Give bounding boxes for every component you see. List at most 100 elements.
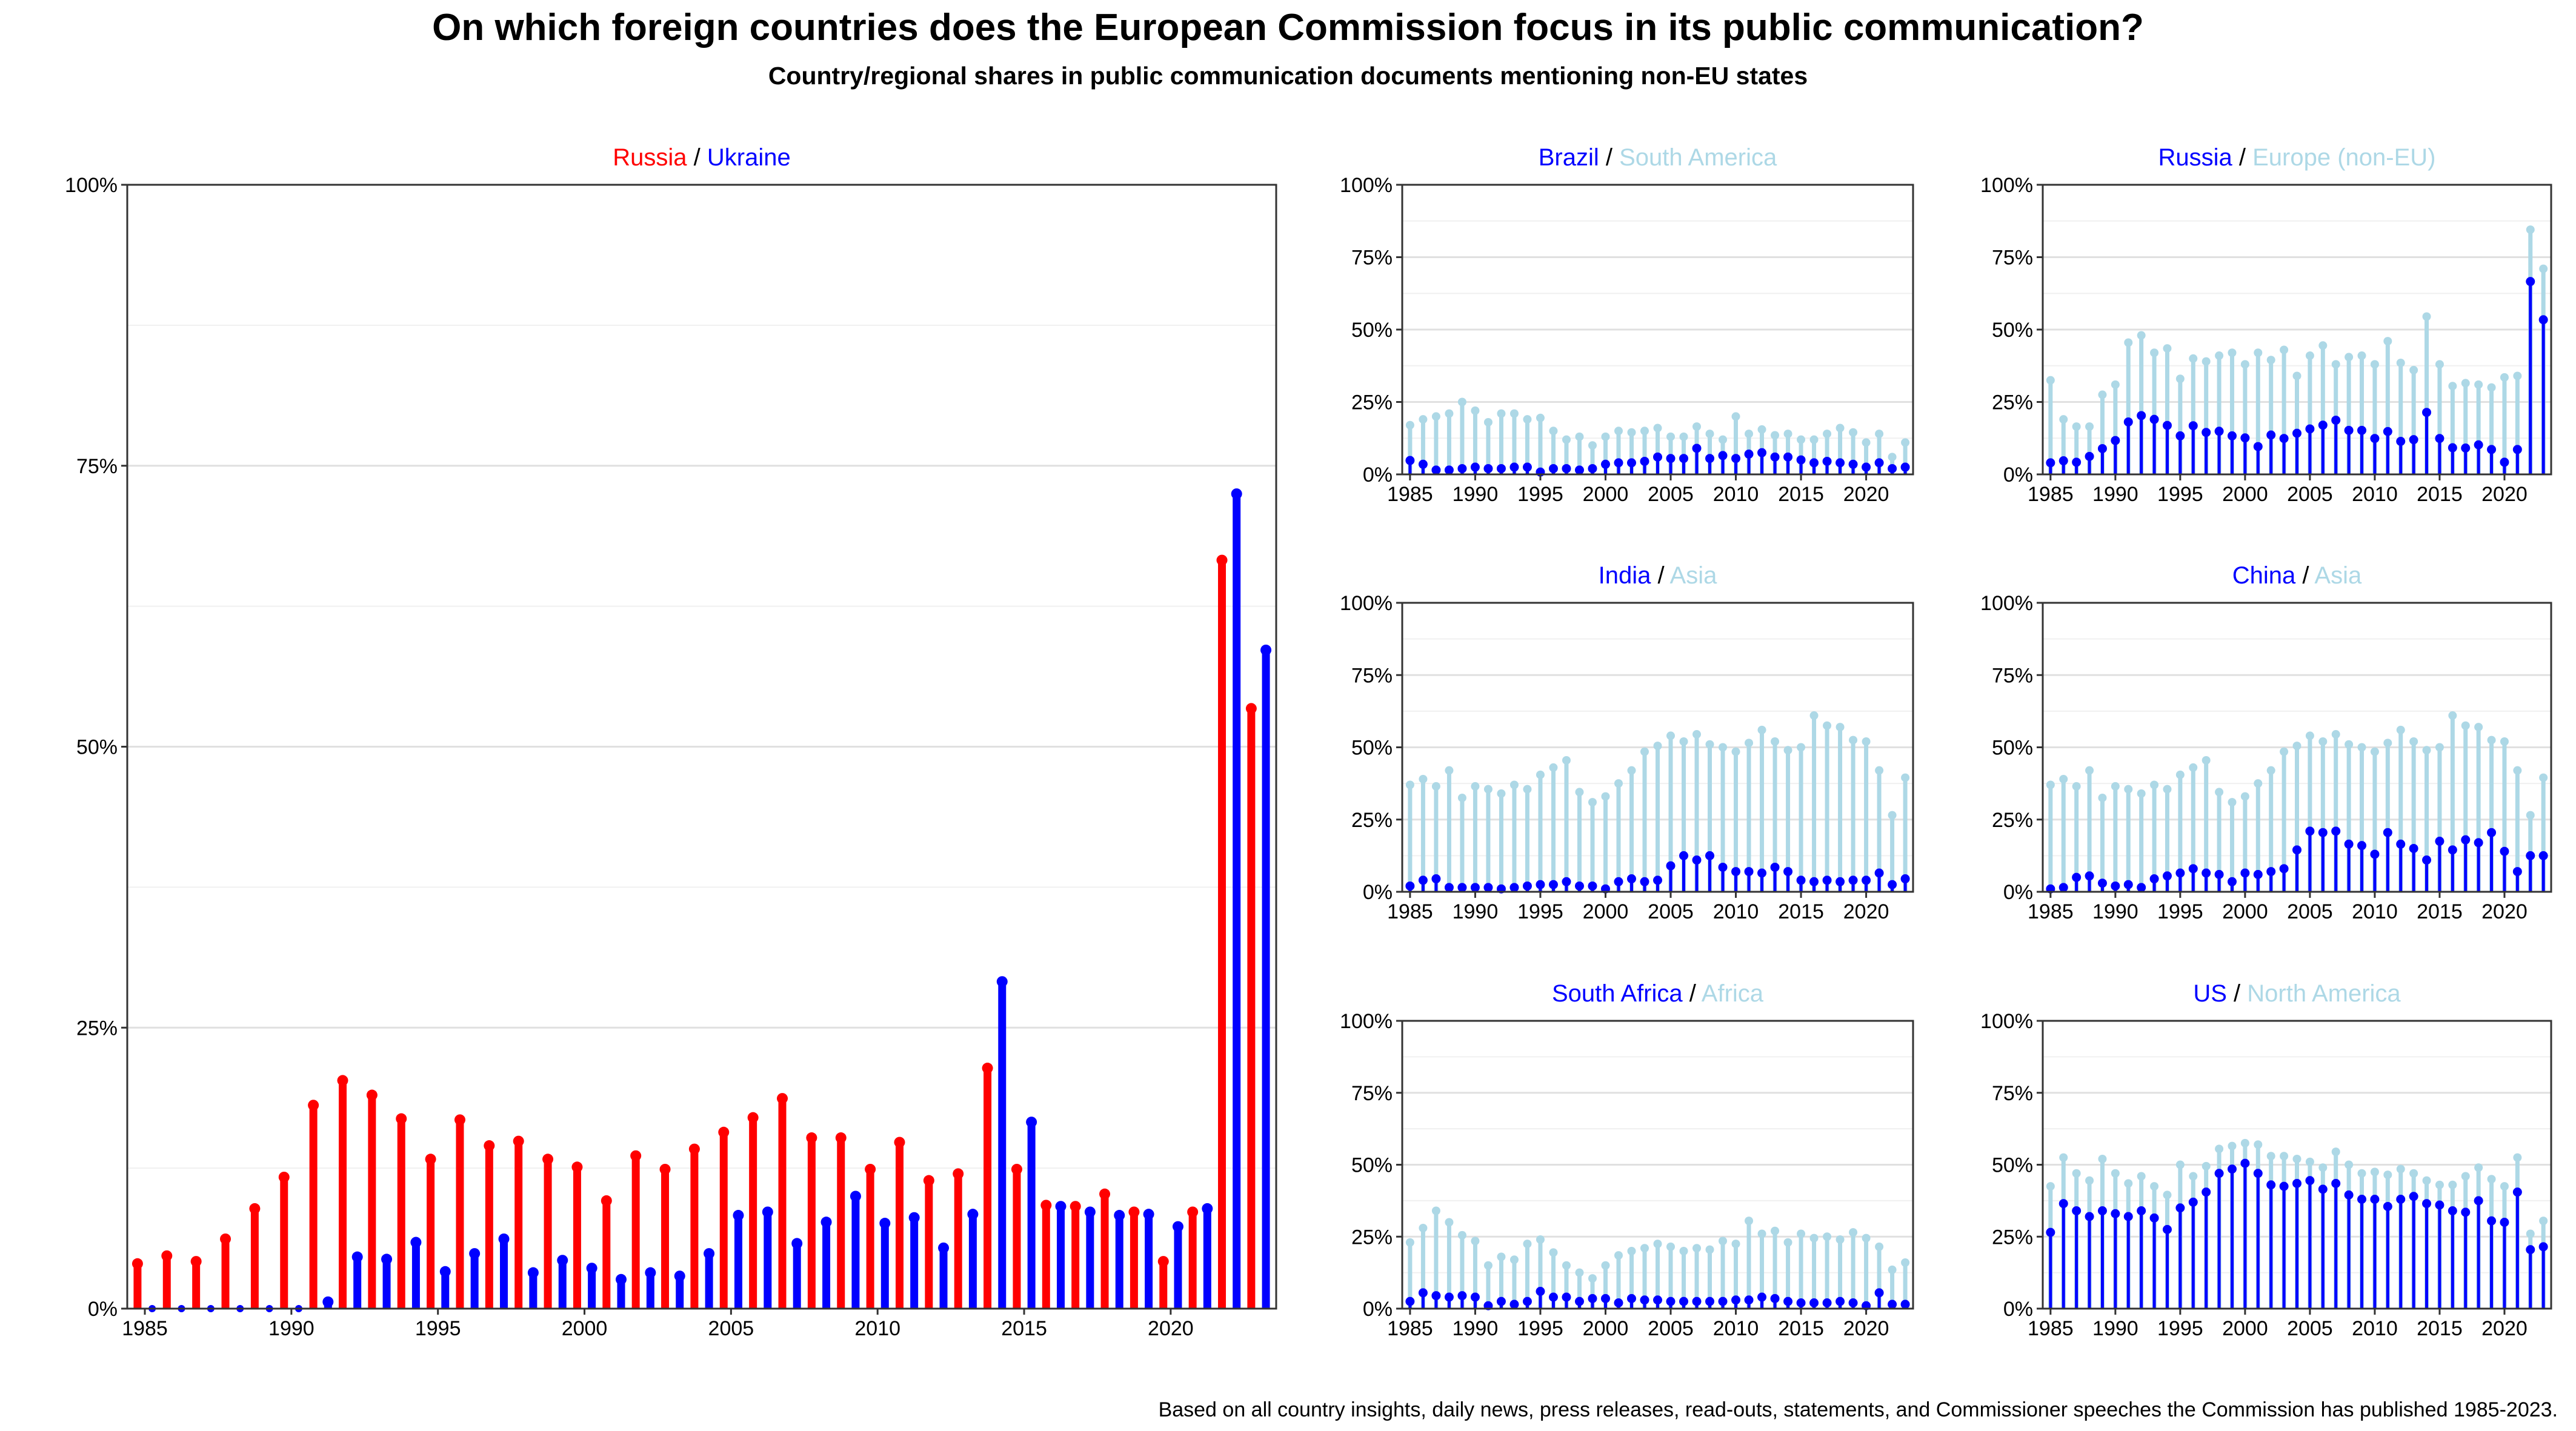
- point-region: [1431, 1206, 1440, 1215]
- point-region: [2254, 1140, 2263, 1149]
- point-country: [1770, 862, 1780, 872]
- point-country: [2072, 457, 2082, 467]
- point-country: [1692, 443, 1702, 453]
- point-country: [2240, 433, 2250, 443]
- panel-title-part-1: /: [1651, 562, 1669, 589]
- y-tick-label: 50%: [1351, 1154, 1393, 1177]
- point-country: [2512, 445, 2522, 454]
- bar-point-russia: [806, 1132, 817, 1144]
- point-region: [1614, 1251, 1623, 1260]
- point-country: [2137, 1206, 2146, 1215]
- point-country: [2097, 443, 2107, 453]
- point-region: [1757, 725, 1766, 734]
- point-country: [1431, 465, 1441, 475]
- bar-point-ukraine: [938, 1242, 950, 1253]
- point-country: [1888, 463, 1897, 473]
- point-region: [1562, 1261, 1571, 1270]
- y-tick-label: 100%: [1340, 174, 1393, 197]
- point-region: [1640, 747, 1649, 756]
- point-region: [1575, 1268, 1584, 1277]
- point-region: [1849, 735, 1858, 745]
- point-region: [1679, 1247, 1688, 1255]
- point-country: [1666, 861, 1676, 871]
- point-region: [1875, 430, 1884, 439]
- point-region: [2487, 1175, 2496, 1184]
- point-country: [2474, 838, 2483, 848]
- point-region: [2487, 383, 2496, 392]
- point-region: [2448, 711, 2457, 720]
- bar-point-ukraine: [1084, 1206, 1096, 1218]
- point-region: [1471, 782, 1480, 791]
- point-country: [2162, 871, 2172, 881]
- point-country: [1600, 1293, 1610, 1303]
- point-region: [1588, 798, 1597, 807]
- panel-title-part-0: China: [2232, 562, 2296, 589]
- point-region: [2383, 337, 2392, 346]
- point-region: [1549, 763, 1558, 772]
- x-tick-label: 2005: [1648, 483, 1694, 506]
- point-region: [2254, 779, 2263, 788]
- x-tick-label: 2010: [1713, 1317, 1759, 1340]
- point-region: [2215, 788, 2224, 797]
- point-country: [2085, 1212, 2094, 1221]
- bar-point-ukraine: [1202, 1203, 1213, 1214]
- point-region: [1640, 427, 1649, 436]
- point-country: [1626, 874, 1636, 884]
- point-country: [2383, 1201, 2392, 1211]
- point-region: [1692, 1244, 1702, 1253]
- x-tick-label: 2010: [2352, 1317, 2398, 1340]
- point-region: [1692, 422, 1702, 431]
- point-country: [1653, 452, 1662, 462]
- point-region: [1901, 1258, 1910, 1267]
- point-region: [1457, 793, 1466, 802]
- panel-title-part-0: Russia: [613, 144, 687, 171]
- point-country: [2149, 414, 2159, 424]
- x-tick-label: 1990: [2092, 900, 2138, 923]
- point-country: [1731, 1295, 1741, 1305]
- point-country: [1431, 874, 1441, 884]
- y-tick-label: 50%: [1992, 1154, 2033, 1177]
- point-region: [2137, 331, 2146, 340]
- point-country: [1574, 881, 1584, 891]
- x-tick-label: 2015: [1778, 483, 1824, 506]
- point-country: [2111, 436, 2120, 445]
- point-country: [2448, 1206, 2457, 1215]
- point-country: [2500, 1218, 2509, 1227]
- x-tick-label: 2005: [2287, 483, 2333, 506]
- bar-point-ukraine: [1055, 1201, 1067, 1212]
- point-region: [1575, 788, 1584, 797]
- point-country: [2162, 1224, 2172, 1234]
- point-country: [1809, 877, 1819, 886]
- point-region: [1431, 412, 1440, 421]
- y-tick-label: 100%: [1980, 592, 2033, 615]
- bar-point-russia: [190, 1256, 202, 1267]
- x-tick-label: 1995: [1517, 483, 1563, 506]
- bar-point-ukraine: [879, 1218, 891, 1229]
- point-country: [1874, 458, 1884, 468]
- point-country: [1718, 451, 1728, 460]
- point-region: [1483, 1261, 1493, 1270]
- x-tick-label: 2000: [1583, 483, 1629, 506]
- y-tick-label: 75%: [1351, 247, 1393, 270]
- point-country: [1888, 1300, 1897, 1309]
- point-region: [2059, 774, 2068, 783]
- bar-point-ukraine: [1026, 1117, 1037, 1128]
- point-region: [1875, 766, 1884, 775]
- point-region: [1627, 766, 1636, 775]
- point-region: [1771, 1226, 1780, 1235]
- bar-point-russia: [454, 1114, 465, 1126]
- point-region: [1862, 1233, 1871, 1243]
- point-country: [1796, 875, 1806, 885]
- panel-title-part-1: /: [1599, 144, 1619, 171]
- point-country: [1822, 1298, 1832, 1307]
- point-region: [1445, 1218, 1454, 1227]
- point-country: [2370, 849, 2380, 859]
- x-tick-label: 2005: [1648, 900, 1694, 923]
- point-region: [2292, 1155, 2301, 1163]
- y-tick-label: 25%: [1351, 809, 1393, 832]
- bar-point-russia: [1070, 1201, 1081, 1212]
- bar-point-russia: [337, 1075, 348, 1086]
- point-country: [2227, 877, 2237, 886]
- point-country: [2175, 1203, 2185, 1213]
- bar-point-ukraine: [733, 1210, 744, 1221]
